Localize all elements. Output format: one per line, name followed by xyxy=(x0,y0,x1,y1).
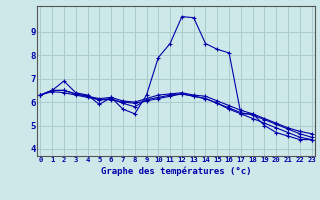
X-axis label: Graphe des températures (°c): Graphe des températures (°c) xyxy=(101,166,251,176)
